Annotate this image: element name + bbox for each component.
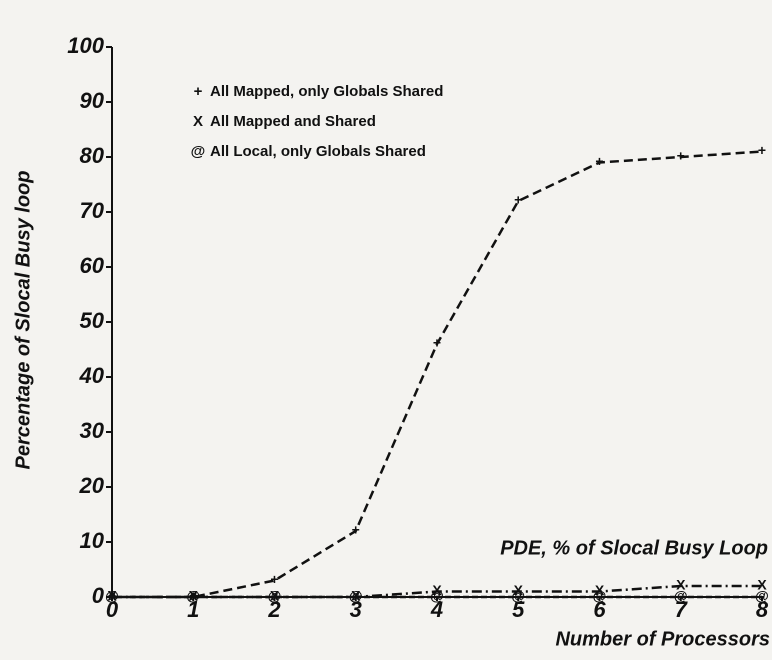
x-tick-label: 3 — [350, 597, 362, 622]
y-tick-label: 40 — [79, 363, 105, 388]
marker: X — [107, 588, 117, 604]
y-tick-label: 30 — [80, 418, 105, 443]
x-tick-label: 0 — [106, 597, 119, 622]
y-tick-label: 70 — [80, 198, 105, 223]
legend-symbol: @ — [191, 143, 206, 160]
y-tick-label: 50 — [80, 308, 105, 333]
marker: X — [676, 577, 686, 593]
y-tick-label: 10 — [80, 528, 105, 553]
marker: + — [758, 142, 766, 158]
x-tick-label: 1 — [187, 597, 199, 622]
marker: @ — [593, 588, 607, 604]
y-tick-label: 20 — [79, 473, 105, 498]
legend-symbol: + — [194, 83, 203, 100]
marker: + — [270, 571, 278, 587]
marker: @ — [755, 588, 769, 604]
marker: + — [108, 588, 116, 604]
y-axis-label: Percentage of Slocal Busy loop — [12, 171, 34, 470]
x-tick-label: 7 — [675, 597, 689, 622]
y-tick-label: 80 — [80, 143, 105, 168]
marker: + — [514, 192, 522, 208]
annotation: PDE, % of Slocal Busy Loop — [500, 537, 768, 559]
marker: X — [757, 577, 767, 593]
y-tick-label: 90 — [80, 88, 105, 113]
marker: @ — [430, 588, 444, 604]
legend-label: All Mapped, only Globals Shared — [210, 83, 443, 100]
legend-label: All Mapped and Shared — [210, 113, 376, 130]
marker: @ — [349, 588, 363, 604]
legend-symbol: X — [193, 113, 203, 130]
legend-label: All Local, only Globals Shared — [210, 143, 426, 160]
marker: + — [189, 588, 197, 604]
x-axis-label: Number of Processors — [555, 628, 770, 650]
marker: + — [595, 153, 603, 169]
marker: @ — [511, 588, 525, 604]
x-tick-label: 6 — [593, 597, 606, 622]
marker: @ — [105, 588, 119, 604]
marker: @ — [186, 588, 200, 604]
marker: X — [432, 582, 442, 598]
marker: @ — [674, 588, 688, 604]
marker: + — [677, 148, 685, 164]
x-tick-label: 2 — [267, 597, 281, 622]
marker: X — [595, 582, 605, 598]
marker: X — [514, 582, 524, 598]
x-tick-label: 5 — [512, 597, 525, 622]
series-line — [112, 150, 763, 599]
marker: X — [189, 588, 199, 604]
x-tick-label: 4 — [430, 597, 443, 622]
x-tick-label: 8 — [756, 597, 769, 622]
marker: + — [433, 335, 441, 351]
marker: X — [270, 588, 280, 604]
marker: @ — [268, 588, 282, 604]
y-tick-label: 0 — [92, 583, 105, 608]
marker: X — [351, 588, 361, 604]
y-tick-label: 60 — [80, 253, 105, 278]
y-tick-label: 100 — [67, 33, 104, 58]
marker: + — [352, 522, 360, 538]
